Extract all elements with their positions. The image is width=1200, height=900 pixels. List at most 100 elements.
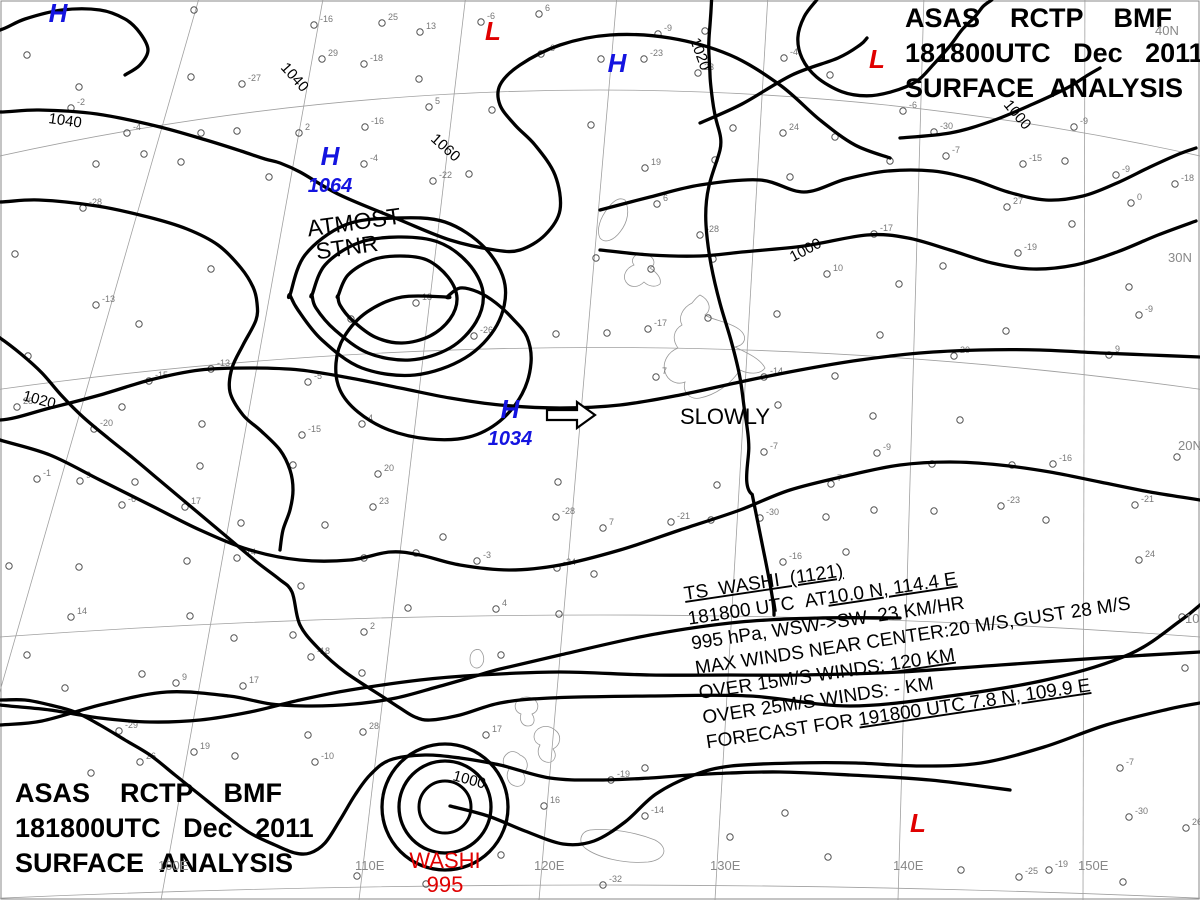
svg-text:-7: -7: [770, 441, 778, 451]
svg-text:-18: -18: [1181, 173, 1194, 183]
svg-text:SLOWLY: SLOWLY: [680, 404, 770, 429]
svg-text:6: 6: [545, 3, 550, 13]
svg-text:-17: -17: [880, 223, 893, 233]
svg-text:19: 19: [651, 157, 661, 167]
svg-text:5: 5: [435, 96, 440, 106]
svg-text:2: 2: [305, 122, 310, 132]
svg-text:17: 17: [492, 724, 502, 734]
svg-text:L: L: [910, 808, 926, 838]
svg-text:-3: -3: [483, 550, 491, 560]
svg-text:140E: 140E: [893, 858, 924, 873]
svg-text:130E: 130E: [710, 858, 741, 873]
svg-text:0: 0: [1137, 192, 1142, 202]
svg-text:-19: -19: [617, 769, 630, 779]
svg-text:-21: -21: [677, 511, 690, 521]
svg-text:ASAS RCTP BMF: ASAS RCTP BMF: [15, 778, 282, 808]
svg-text:L: L: [869, 44, 885, 74]
svg-text:29: 29: [328, 48, 338, 58]
svg-text:9: 9: [182, 672, 187, 682]
svg-text:-1: -1: [43, 468, 51, 478]
svg-text:-14: -14: [651, 805, 664, 815]
svg-text:-30: -30: [1135, 806, 1148, 816]
svg-text:4: 4: [502, 598, 507, 608]
svg-text:-15: -15: [1029, 153, 1042, 163]
svg-text:-9: -9: [1122, 164, 1130, 174]
svg-text:SURFACE ANALYSIS: SURFACE ANALYSIS: [905, 73, 1183, 103]
svg-text:-4: -4: [370, 153, 378, 163]
svg-text:-9: -9: [883, 442, 891, 452]
svg-text:-18: -18: [370, 53, 383, 63]
svg-text:-10: -10: [321, 751, 334, 761]
svg-text:10N: 10N: [1185, 611, 1200, 626]
svg-text:H: H: [501, 394, 521, 424]
svg-text:-19: -19: [1024, 242, 1037, 252]
svg-text:L: L: [485, 16, 501, 46]
svg-text:-13: -13: [217, 358, 230, 368]
svg-text:-9: -9: [1080, 116, 1088, 126]
svg-text:-19: -19: [1055, 859, 1068, 869]
svg-text:-30: -30: [940, 121, 953, 131]
svg-text:40N: 40N: [1155, 23, 1179, 38]
svg-text:-9: -9: [1145, 304, 1153, 314]
svg-text:100E: 100E: [158, 858, 189, 873]
svg-text:19: 19: [200, 741, 210, 751]
svg-text:1000: 1000: [451, 767, 488, 792]
svg-text:110E: 110E: [355, 858, 385, 873]
svg-text:24: 24: [789, 122, 799, 132]
svg-text:-15: -15: [308, 424, 321, 434]
svg-text:SURFACE ANALYSIS: SURFACE ANALYSIS: [15, 848, 293, 878]
svg-text:-16: -16: [789, 551, 802, 561]
svg-text:-20: -20: [100, 418, 113, 428]
svg-text:-16: -16: [320, 14, 333, 24]
svg-text:H: H: [608, 48, 628, 78]
svg-text:25: 25: [388, 12, 398, 22]
svg-text:-32: -32: [609, 874, 622, 884]
svg-text:1064: 1064: [308, 175, 353, 197]
svg-text:23: 23: [379, 496, 389, 506]
svg-text:7: 7: [609, 517, 614, 527]
svg-text:26: 26: [1192, 817, 1200, 827]
svg-text:H: H: [49, 0, 69, 28]
svg-text:-13: -13: [102, 294, 115, 304]
svg-text:1034: 1034: [488, 428, 533, 450]
svg-text:-27: -27: [248, 73, 261, 83]
svg-text:-22: -22: [439, 170, 452, 180]
svg-text:-9: -9: [664, 23, 672, 33]
svg-text:-23: -23: [1007, 495, 1020, 505]
svg-text:1020: 1020: [21, 387, 58, 412]
svg-text:-16: -16: [371, 116, 384, 126]
svg-text:120E: 120E: [534, 858, 565, 873]
svg-text:-2: -2: [77, 97, 85, 107]
svg-text:10: 10: [833, 263, 843, 273]
svg-text:-21: -21: [1141, 494, 1154, 504]
svg-text:181800UTC Dec 2011: 181800UTC Dec 2011: [905, 38, 1200, 68]
svg-text:27: 27: [1013, 196, 1023, 206]
svg-text:H: H: [321, 141, 341, 171]
svg-text:13: 13: [426, 21, 436, 31]
svg-text:1040: 1040: [47, 110, 82, 131]
svg-text:995: 995: [427, 872, 464, 897]
svg-text:-7: -7: [1126, 757, 1134, 767]
svg-text:2: 2: [370, 621, 375, 631]
svg-text:-16: -16: [1059, 453, 1072, 463]
svg-text:-30: -30: [766, 507, 779, 517]
svg-text:30N: 30N: [1168, 250, 1192, 265]
svg-text:17: 17: [191, 496, 201, 506]
svg-text:150E: 150E: [1078, 858, 1109, 873]
svg-text:1060: 1060: [427, 130, 463, 165]
svg-text:20: 20: [384, 463, 394, 473]
svg-text:28: 28: [369, 721, 379, 731]
svg-text:20N: 20N: [1178, 438, 1200, 453]
svg-text:-17: -17: [654, 318, 667, 328]
svg-text:WASHI: WASHI: [409, 848, 480, 873]
svg-text:7: 7: [662, 366, 667, 376]
svg-text:24: 24: [1145, 549, 1155, 559]
svg-text:17: 17: [249, 675, 259, 685]
svg-text:-23: -23: [650, 48, 663, 58]
svg-text:14: 14: [77, 606, 87, 616]
svg-text:-25: -25: [1025, 866, 1038, 876]
svg-text:-4: -4: [790, 47, 798, 57]
svg-text:-28: -28: [562, 506, 575, 516]
svg-text:181800UTC Dec 2011: 181800UTC Dec 2011: [15, 813, 314, 843]
svg-text:ASAS RCTP BMF: ASAS RCTP BMF: [905, 3, 1172, 33]
